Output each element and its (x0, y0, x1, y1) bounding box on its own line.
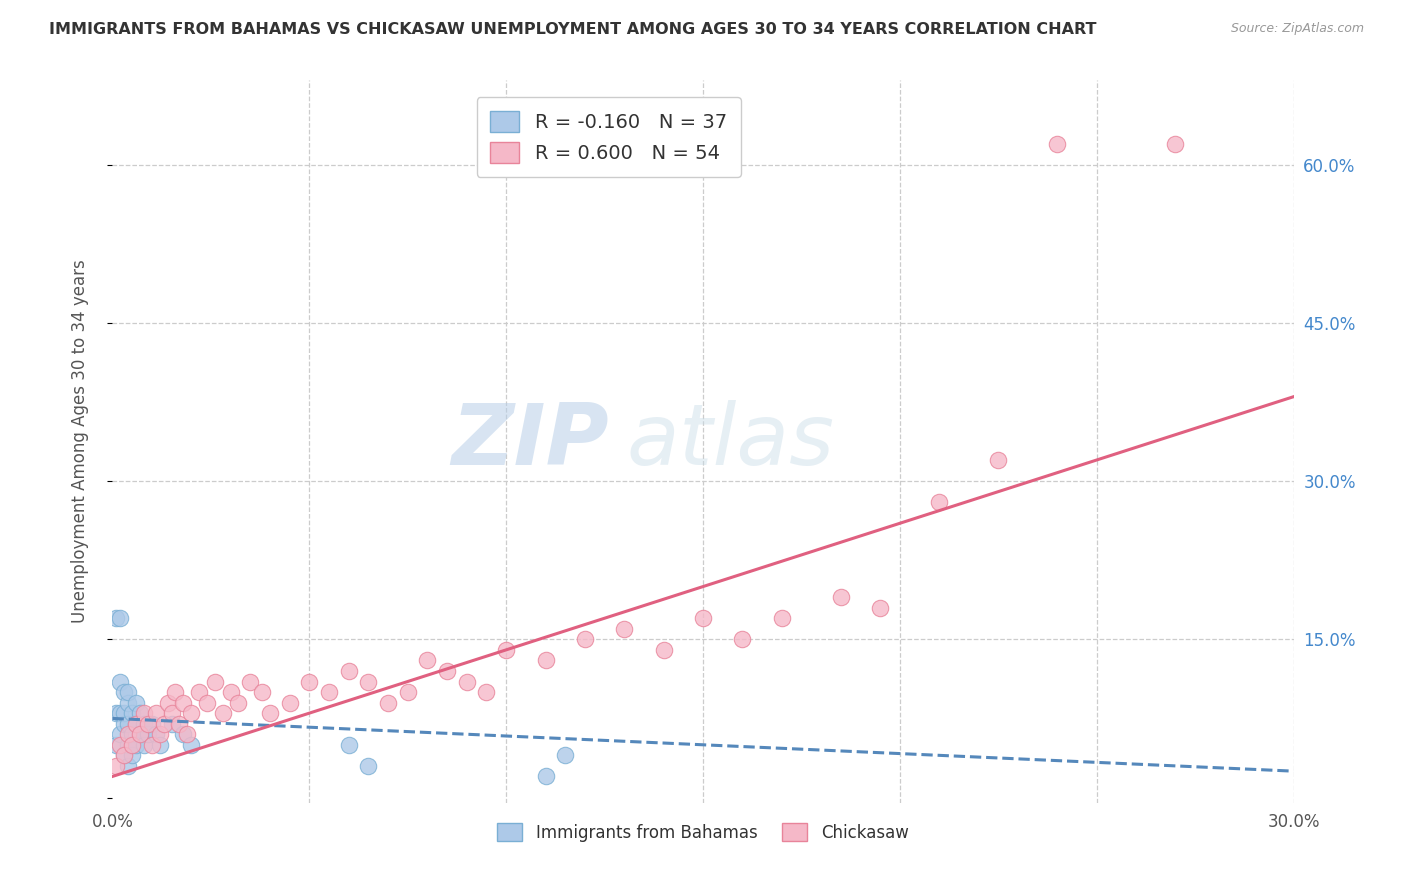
Point (298, 674, 321, 689)
Point (416, 653, 439, 667)
Point (110, 706, 132, 720)
Point (337, 664, 360, 678)
Point (475, 685, 498, 699)
Point (117, 727, 139, 741)
Point (337, 738, 360, 752)
Point (259, 706, 281, 720)
Point (357, 759, 380, 773)
Point (172, 696, 194, 710)
Point (145, 706, 167, 720)
Point (129, 706, 152, 720)
Point (121, 748, 143, 763)
Point (112, 716, 135, 731)
Point (180, 738, 202, 752)
Point (278, 696, 301, 710)
Point (117, 716, 139, 731)
Point (121, 738, 143, 752)
Point (160, 716, 183, 731)
Point (121, 706, 143, 720)
Point (121, 727, 143, 741)
Point (129, 727, 152, 741)
Point (105, 706, 128, 720)
Point (219, 685, 242, 699)
Point (132, 738, 155, 752)
Point (436, 664, 458, 678)
Point (770, 611, 793, 625)
Point (613, 622, 636, 636)
Point (156, 696, 179, 710)
Point (869, 600, 891, 615)
Point (204, 674, 226, 689)
Text: atlas: atlas (626, 400, 834, 483)
Text: IMMIGRANTS FROM BAHAMAS VS CHICKASAW UNEMPLOYMENT AMONG AGES 30 TO 34 YEARS CORR: IMMIGRANTS FROM BAHAMAS VS CHICKASAW UNE… (49, 22, 1097, 37)
Point (176, 727, 198, 741)
Point (110, 727, 132, 741)
Point (169, 716, 191, 731)
Point (239, 674, 262, 689)
Point (534, 653, 557, 667)
Point (172, 727, 194, 741)
Point (136, 727, 159, 741)
Point (357, 674, 380, 689)
Point (136, 716, 159, 731)
Point (456, 674, 478, 689)
Legend: Immigrants from Bahamas, Chickasaw: Immigrants from Bahamas, Chickasaw (491, 817, 915, 848)
Point (830, 590, 852, 604)
Point (105, 611, 128, 625)
Point (188, 685, 211, 699)
Point (112, 748, 135, 763)
Point (180, 706, 202, 720)
Point (195, 696, 218, 710)
Point (574, 632, 596, 647)
Point (987, 453, 1010, 467)
Point (110, 674, 132, 689)
Point (141, 738, 163, 752)
Point (1164, 136, 1187, 151)
Point (105, 738, 128, 752)
Point (152, 716, 174, 731)
Point (534, 769, 557, 783)
Point (105, 759, 128, 773)
Point (318, 685, 340, 699)
Point (125, 738, 148, 752)
Point (495, 643, 517, 657)
Point (125, 696, 148, 710)
Point (928, 495, 950, 509)
Point (145, 727, 167, 741)
Point (117, 738, 139, 752)
Point (125, 716, 148, 731)
Point (149, 738, 172, 752)
Point (112, 748, 135, 763)
Point (692, 611, 714, 625)
Point (132, 716, 155, 731)
Point (117, 759, 139, 773)
Point (117, 685, 139, 699)
Point (149, 727, 172, 741)
Y-axis label: Unemployment Among Ages 30 to 34 years: Unemployment Among Ages 30 to 34 years (70, 260, 89, 624)
Point (112, 685, 135, 699)
Point (125, 716, 148, 731)
Point (377, 696, 399, 710)
Point (250, 685, 273, 699)
Point (117, 696, 139, 710)
Point (1046, 136, 1069, 151)
Point (652, 643, 675, 657)
Point (731, 632, 754, 647)
Text: Source: ZipAtlas.com: Source: ZipAtlas.com (1230, 22, 1364, 36)
Point (112, 706, 135, 720)
Point (110, 611, 132, 625)
Point (211, 706, 233, 720)
Point (141, 716, 163, 731)
Point (132, 706, 155, 720)
Point (160, 706, 183, 720)
Point (110, 738, 132, 752)
Point (396, 685, 419, 699)
Text: ZIP: ZIP (451, 400, 609, 483)
Point (228, 696, 250, 710)
Point (165, 685, 187, 699)
Point (129, 727, 152, 741)
Point (554, 748, 576, 763)
